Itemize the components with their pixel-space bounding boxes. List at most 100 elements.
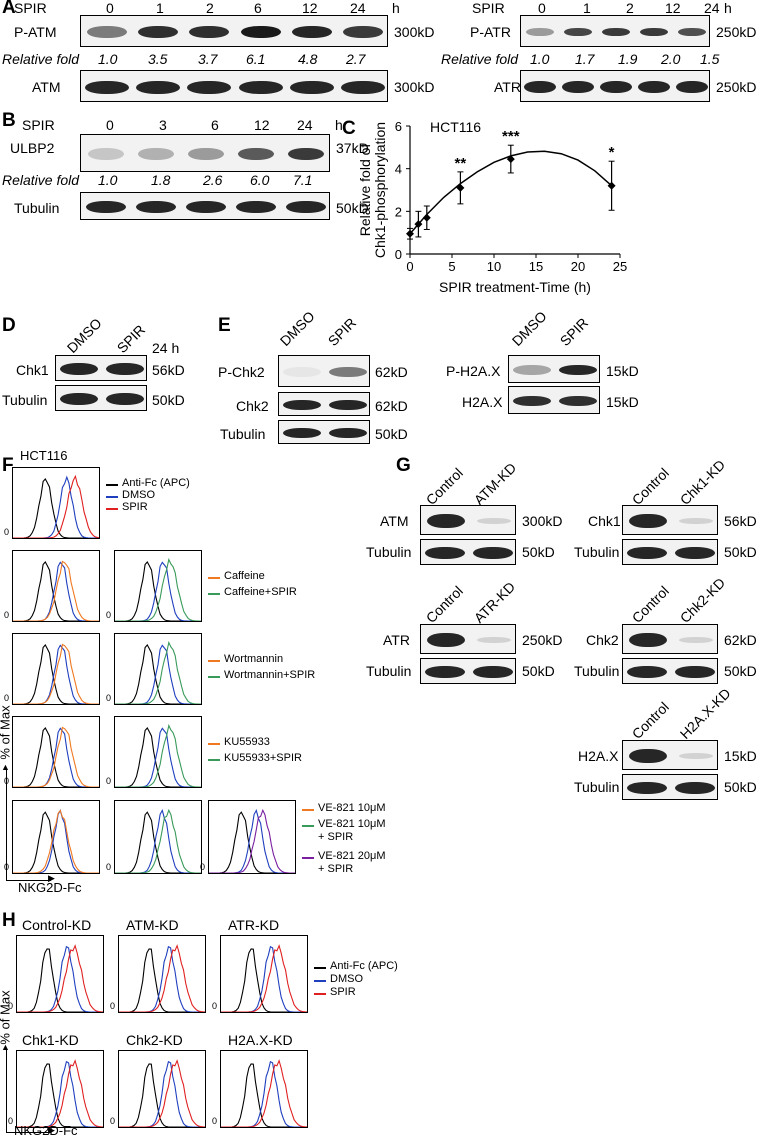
kd-flow-histogram (220, 935, 308, 1013)
fold-value: 1.0 (98, 51, 118, 67)
y-tick-label: 0 (395, 247, 402, 262)
ulbp2-blot-band (88, 148, 124, 160)
treatment-label: SPIR (14, 0, 47, 16)
kd-tubulin-blot-band (675, 547, 715, 559)
legend-label: KU55933+SPIR (224, 752, 302, 764)
panel-label-c: C (342, 118, 356, 139)
x-axis-label: SPIR treatment-Time (h) (439, 279, 591, 295)
kd-flow-histogram-plot (17, 1059, 103, 1127)
size-label: 15kD (724, 748, 757, 764)
lane-label: ATM-KD (470, 459, 520, 508)
legend-swatch (208, 759, 220, 761)
histogram-curve (13, 560, 99, 621)
size-label: 37kD (336, 140, 369, 156)
legend-label: Caffeine+SPIR (224, 586, 297, 598)
fold-value: 1.0 (530, 51, 550, 67)
atm-blot-band (136, 80, 180, 94)
atr-blot-band (676, 81, 708, 93)
kd-target-blot-band (679, 753, 713, 759)
ulbp2-blot (80, 134, 330, 172)
histogram-curve (13, 561, 99, 621)
p-atm-blot-band (189, 26, 230, 38)
significance-marker: * (609, 144, 615, 161)
legend-swatch (314, 967, 326, 969)
p-atm-blot-band (292, 26, 332, 38)
legend-swatch (302, 825, 314, 827)
kd-target-blot-band (679, 637, 713, 643)
histogram-curve (13, 475, 99, 538)
blot-row-label: ATM (32, 79, 61, 95)
size-label: 250kD (716, 79, 757, 95)
blot-row-label: Tubulin (366, 544, 412, 560)
histogram-curve (13, 727, 99, 787)
data-point (456, 183, 465, 192)
panel-label-d: D (2, 315, 16, 336)
kd-flow-histogram (118, 935, 206, 1013)
ulbp2-blot-band (288, 148, 324, 160)
panel-label-h: H (2, 910, 16, 931)
histogram-curve (119, 945, 205, 1012)
kd-tubulin-blot-band (425, 666, 465, 678)
atm-blot-band (290, 80, 334, 94)
kd-target-blot-band (427, 514, 465, 528)
legend-swatch (302, 809, 314, 811)
histogram-title: Chk1-KD (22, 1032, 79, 1048)
size-label: 50kD (724, 544, 757, 560)
y-axis-label: % of Max (0, 990, 13, 1044)
histogram-curve (115, 809, 201, 873)
legend-swatch (208, 743, 220, 745)
y-axis-label: Chk1-phosphorylation (372, 122, 388, 258)
kd-flow-histogram-plot (119, 1059, 205, 1127)
kd-flow-histogram-plot (119, 944, 205, 1012)
atm-blot-band (84, 80, 129, 94)
histogram-curve (17, 948, 103, 1012)
histogram-curve (115, 557, 201, 621)
legend-label: DMSO (330, 973, 363, 985)
histogram-curve (119, 944, 205, 1012)
kd-flow-histogram (118, 1050, 206, 1128)
lane-label: Chk2-KD (676, 574, 729, 626)
size-label: 15kD (606, 363, 639, 379)
relative-fold-label: Relative fold (2, 51, 80, 67)
arrow-head: ▲ (1, 762, 10, 772)
histogram-curve (115, 727, 201, 787)
legend-label: SPIR (330, 986, 356, 998)
kd-tubulin-blot-band (627, 782, 667, 794)
time-label: 6 (254, 0, 262, 16)
arrow-head: ▶ (48, 1125, 55, 1135)
legend-label: + SPIR (318, 863, 354, 875)
e-blot (278, 392, 370, 416)
flow-histogram (12, 550, 100, 622)
histogram-curve (221, 945, 307, 1012)
blot-row-label: Chk2 (236, 398, 269, 414)
atm-blot-band (238, 80, 283, 94)
significance-marker: ** (455, 155, 467, 172)
time-label: 1 (583, 0, 591, 16)
histogram-title: ATR-KD (228, 917, 280, 933)
flow-histogram-plot (209, 808, 295, 873)
d-blot-band (106, 363, 144, 375)
legend-swatch (314, 993, 326, 995)
axis-zero: 0 (106, 776, 112, 786)
histogram-curve (209, 811, 295, 873)
histogram-curve (209, 808, 295, 873)
lane-label: DMSO (63, 314, 105, 356)
histogram-curve (13, 478, 99, 538)
blot-row-label: Tubulin (574, 779, 620, 795)
kd-target-blot (420, 624, 516, 654)
fold-value: 1.9 (618, 51, 638, 67)
tubulin-blot-band (236, 201, 276, 213)
lane-label: Control (628, 582, 672, 626)
histogram-title: Chk2-KD (126, 1032, 183, 1048)
histogram-curve (13, 809, 99, 873)
kd-tubulin-blot (622, 539, 718, 565)
histogram-curve (221, 1063, 307, 1127)
blot-row-label: Tubulin (220, 426, 266, 442)
p-atm-blot-band (240, 26, 281, 38)
histogram-curve (13, 474, 99, 538)
histogram-title: Control-KD (22, 917, 92, 933)
blot-row-label: P-ATR (470, 24, 511, 40)
tubulin-blot-band (186, 201, 226, 213)
e-blot-band (329, 428, 367, 438)
lane-label: DMSO (508, 307, 550, 349)
